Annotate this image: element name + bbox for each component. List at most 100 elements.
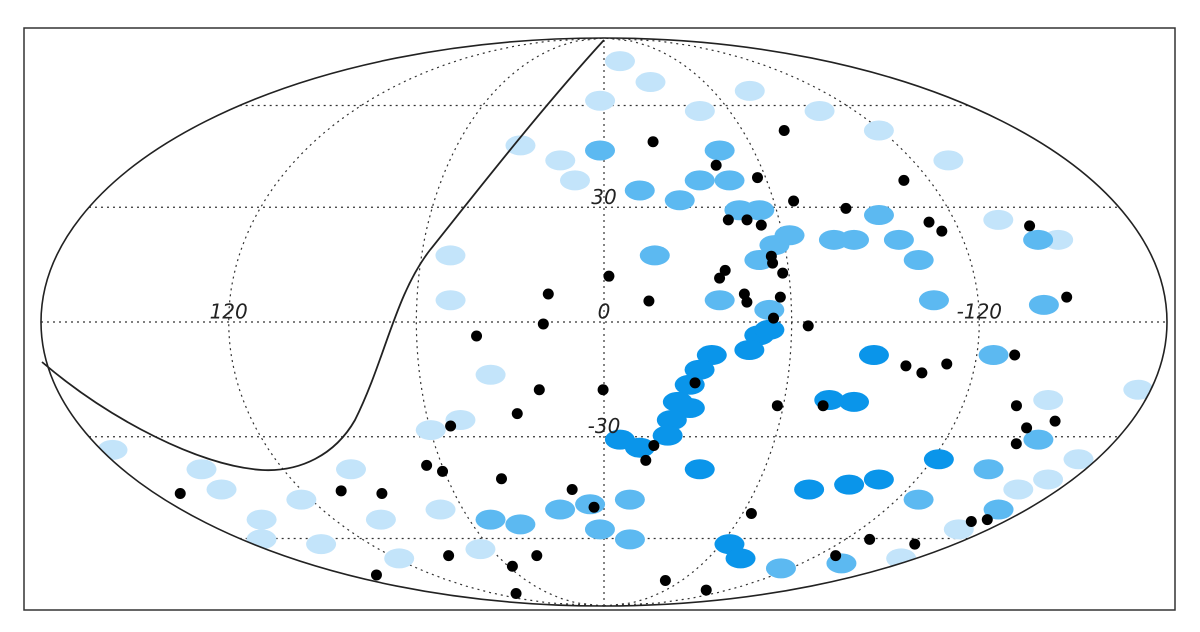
source-region — [664, 190, 695, 211]
source-dot — [778, 125, 790, 137]
source-dot — [603, 270, 615, 282]
source-dot — [916, 367, 928, 379]
source-region — [903, 489, 934, 510]
source-dot — [588, 501, 600, 513]
source-dot — [443, 550, 455, 562]
source-dot — [722, 214, 734, 226]
source-region — [1123, 379, 1154, 400]
source-region — [336, 459, 367, 480]
source-dot — [506, 560, 518, 572]
source-region — [1033, 390, 1064, 411]
source-dot — [965, 515, 977, 527]
source-region — [365, 509, 396, 530]
source-region — [863, 469, 894, 490]
y-tick-label: -30 — [588, 414, 621, 438]
source-region — [704, 140, 735, 161]
source-dot — [802, 320, 814, 332]
source-dot — [370, 569, 382, 581]
y-tick-label: 30 — [591, 185, 616, 209]
source-dot — [689, 377, 701, 389]
source-region — [794, 479, 825, 500]
source-region — [1023, 229, 1054, 250]
source-region — [1028, 294, 1059, 315]
source-region — [604, 429, 635, 450]
source-dot — [741, 214, 753, 226]
source-region — [674, 374, 705, 395]
source-region — [734, 340, 765, 361]
source-region — [973, 459, 1004, 480]
source-dot — [1010, 438, 1022, 450]
source-dot — [936, 225, 948, 237]
source-dot — [900, 360, 912, 372]
source-region — [684, 170, 715, 191]
source-dot — [1049, 415, 1061, 427]
source-dot — [1009, 349, 1021, 361]
source-region — [306, 534, 337, 555]
source-dot — [335, 485, 347, 497]
x-tick-label: 0 — [598, 300, 611, 324]
points — [97, 51, 1154, 600]
source-region — [943, 519, 974, 540]
source-dot — [511, 408, 523, 420]
source-region — [1003, 479, 1034, 500]
source-dot — [174, 488, 186, 500]
source-dot — [597, 384, 609, 396]
source-dot — [817, 400, 829, 412]
source-dot — [1024, 220, 1036, 232]
source-region — [1023, 429, 1054, 450]
source-region — [923, 449, 954, 470]
source-region — [635, 72, 666, 93]
x-tick-label: 120 — [210, 300, 248, 324]
frame — [23, 27, 1176, 611]
source-dot — [437, 465, 449, 477]
source-dot — [700, 584, 712, 596]
source-dot — [752, 172, 764, 184]
source-dot — [1061, 291, 1073, 303]
source-region — [883, 229, 914, 250]
source-region — [614, 489, 645, 510]
source-region — [559, 170, 590, 191]
source-region — [384, 548, 415, 569]
source-dot — [840, 202, 852, 214]
source-dot — [471, 330, 483, 342]
source-dot — [719, 264, 731, 276]
source-region — [704, 290, 735, 311]
source-region — [639, 245, 670, 266]
source-region — [186, 459, 217, 480]
source-region — [863, 120, 894, 141]
source-dot — [923, 216, 935, 228]
source-dot — [531, 550, 543, 562]
source-dot — [830, 550, 842, 562]
source-region — [983, 499, 1014, 520]
source-dot — [777, 267, 789, 279]
source-dot — [864, 533, 876, 545]
source-region — [725, 548, 756, 569]
source-region — [652, 425, 683, 446]
source-region — [475, 509, 506, 530]
source-region — [684, 459, 715, 480]
source-dot — [741, 296, 753, 308]
source-region — [246, 509, 277, 530]
source-region — [863, 205, 894, 226]
x-tick-label: -120 — [957, 300, 1002, 324]
source-dot — [648, 440, 660, 452]
boundary-curve — [41, 39, 605, 471]
outline — [40, 37, 1168, 607]
source-dot — [898, 174, 910, 186]
source-dot — [640, 454, 652, 466]
source-region — [714, 170, 745, 191]
source-region — [475, 364, 506, 385]
source-region — [435, 290, 466, 311]
source-dot — [1010, 400, 1022, 412]
source-dot — [710, 159, 722, 171]
source-dot — [643, 295, 655, 307]
source-dot — [495, 473, 507, 485]
source-region — [684, 359, 715, 380]
source-region — [838, 229, 869, 250]
source-dot — [981, 514, 993, 526]
source-region — [754, 319, 785, 340]
source-region — [545, 150, 576, 171]
source-dot — [755, 219, 767, 231]
source-region — [425, 499, 456, 520]
